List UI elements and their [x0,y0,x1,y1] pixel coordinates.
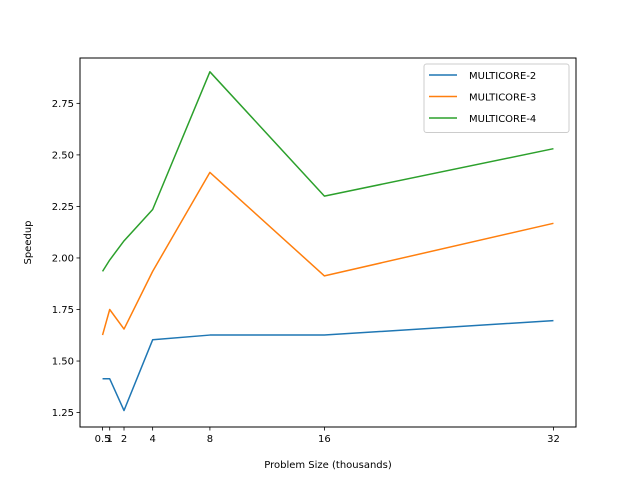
y-tick-label: 2.75 [52,99,74,110]
series-line-3 [101,71,554,272]
legend-label-3: MULTICORE-4 [469,114,536,125]
y-tick-label: 1.75 [52,305,74,316]
y-tick-label: 2.00 [52,253,74,264]
x-tick-label: 0.5 [95,434,111,445]
y-tick-label: 2.25 [52,202,74,213]
legend-box [423,63,570,133]
legend-label-1: MULTICORE-2 [469,71,536,82]
series-line-1 [102,319,554,412]
legend-label-2: MULTICORE-3 [469,93,536,104]
x-axis: 0.51 2 4 8 16 32 [95,427,560,445]
x-tick-label: 8 [207,434,213,445]
x-tick-label: 32 [547,434,560,445]
x-tick-label: 16 [318,434,331,445]
plot-frame [79,57,577,428]
series-layer [101,71,554,412]
series-line-2 [101,171,554,336]
x-axis-label: Problem Size (thousands) [264,460,392,471]
y-tick-label: 2.50 [52,150,74,161]
y-tick-label: 1.25 [52,408,74,419]
x-tick-label: 2 [121,434,127,445]
x-tick-label: 1 [107,434,113,445]
y-axis-label: Speedup [23,220,34,264]
x-tick-label: 4 [149,434,155,445]
y-axis: 1.25 1.50 1.75 2.00 2.25 2.50 2.75 [52,99,80,419]
y-tick-label: 1.50 [52,357,74,368]
legend: MULTICORE-2 MULTICORE-3 MULTICORE-4 [423,63,570,133]
